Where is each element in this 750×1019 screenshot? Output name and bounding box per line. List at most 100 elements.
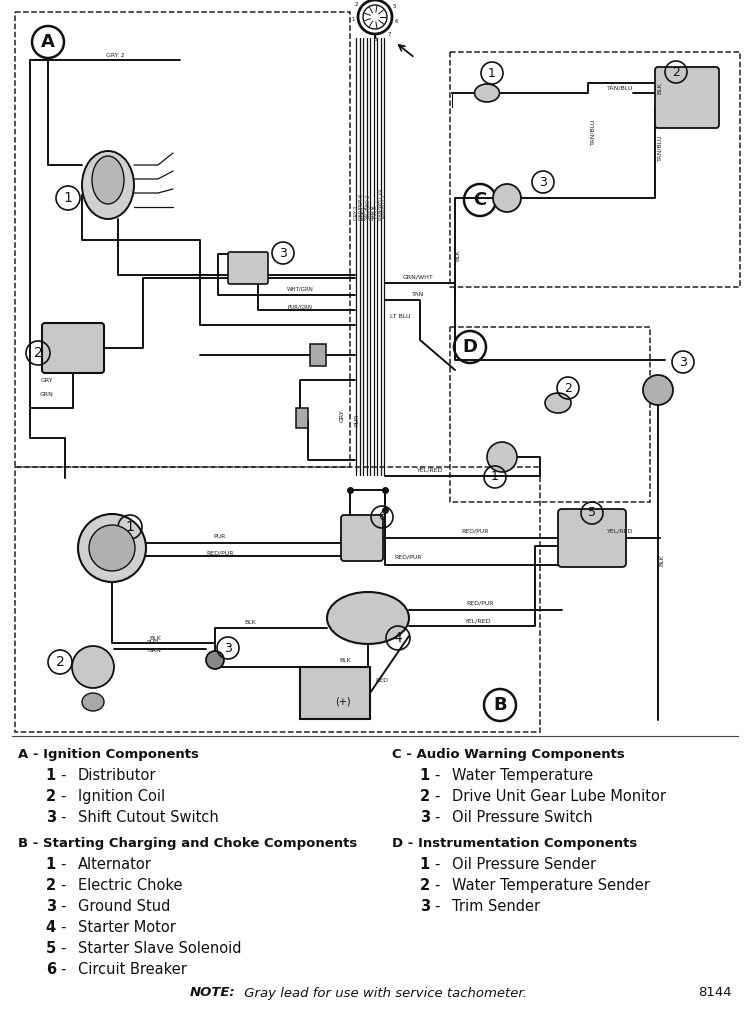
Text: Starter Motor: Starter Motor <box>78 920 176 935</box>
Text: 2: 2 <box>355 2 358 7</box>
Text: YEL/RED: YEL/RED <box>465 619 491 624</box>
Text: B - Starting Charging and Choke Components: B - Starting Charging and Choke Componen… <box>18 837 357 850</box>
Text: 1: 1 <box>488 66 496 79</box>
Text: (+): (+) <box>335 696 351 706</box>
FancyBboxPatch shape <box>655 67 719 128</box>
Text: YEL/RED: YEL/RED <box>417 468 443 473</box>
Bar <box>15 467 540 732</box>
Text: BLK: BLK <box>339 657 351 662</box>
Text: WHT/GRN: WHT/GRN <box>286 286 314 291</box>
Text: GRN: GRN <box>40 392 54 397</box>
Text: 6: 6 <box>378 511 386 524</box>
Ellipse shape <box>487 442 517 472</box>
Text: 1: 1 <box>491 471 499 483</box>
Text: RED/PUR 6: RED/PUR 6 <box>358 194 363 220</box>
Text: BLK: BLK <box>658 83 662 94</box>
Text: Circuit Breaker: Circuit Breaker <box>78 962 187 977</box>
Text: BLK 1: BLK 1 <box>362 206 367 220</box>
Text: 3: 3 <box>679 356 687 369</box>
Text: RED/PUR: RED/PUR <box>461 529 489 534</box>
Text: B: B <box>494 696 507 714</box>
Text: GRY 2: GRY 2 <box>106 53 124 57</box>
Text: A - Ignition Components: A - Ignition Components <box>18 748 199 761</box>
Text: Shift Cutout Switch: Shift Cutout Switch <box>78 810 219 825</box>
Text: BLK: BLK <box>149 636 161 641</box>
Text: Distributor: Distributor <box>78 768 157 783</box>
Text: TAN: TAN <box>412 292 424 298</box>
Text: 3: 3 <box>420 899 430 914</box>
Ellipse shape <box>72 646 114 688</box>
Text: 2: 2 <box>56 655 64 669</box>
Text: Gray lead for use with service tachometer.: Gray lead for use with service tachomete… <box>240 986 526 1000</box>
Text: 1: 1 <box>351 16 355 21</box>
Text: TAN/BLU: TAN/BLU <box>658 135 662 161</box>
Text: PUR: PUR <box>147 641 159 645</box>
Text: -: - <box>434 878 439 893</box>
Ellipse shape <box>82 693 104 711</box>
Text: -: - <box>60 962 65 977</box>
Text: YEL/RED: YEL/RED <box>607 529 633 534</box>
Text: TAN/BLU 2: TAN/BLU 2 <box>381 195 386 220</box>
Ellipse shape <box>545 393 571 413</box>
Text: 4: 4 <box>394 631 402 645</box>
Text: 1: 1 <box>420 768 430 783</box>
Ellipse shape <box>206 651 224 669</box>
Text: Starter Slave Solenoid: Starter Slave Solenoid <box>78 941 242 956</box>
Text: 1: 1 <box>420 857 430 872</box>
Text: 1: 1 <box>64 191 73 205</box>
Text: LT BLU: LT BLU <box>390 315 410 320</box>
Text: 8144: 8144 <box>698 986 732 1000</box>
Bar <box>296 408 308 428</box>
Text: -: - <box>60 810 65 825</box>
Ellipse shape <box>327 592 409 644</box>
Text: 2: 2 <box>46 878 56 893</box>
Text: GRY: GRY <box>40 377 53 382</box>
Text: 1: 1 <box>46 857 56 872</box>
Text: -: - <box>60 857 65 872</box>
Ellipse shape <box>82 151 134 219</box>
Text: 3: 3 <box>420 810 430 825</box>
Text: 1: 1 <box>125 520 134 534</box>
Text: BLU 6: BLU 6 <box>370 206 375 220</box>
Text: TAN/BLU: TAN/BLU <box>590 119 596 146</box>
Text: 2: 2 <box>672 65 680 78</box>
Text: 1: 1 <box>46 768 56 783</box>
Text: -: - <box>434 768 439 783</box>
Text: 2: 2 <box>46 789 56 804</box>
Text: GRN: GRN <box>148 647 162 652</box>
Text: RED: RED <box>376 679 388 684</box>
Bar <box>310 344 326 366</box>
Text: BLK: BLK <box>659 554 664 566</box>
Text: 4: 4 <box>46 920 56 935</box>
Text: Trim Sender: Trim Sender <box>452 899 540 914</box>
Ellipse shape <box>78 514 146 582</box>
Text: RED/PUR: RED/PUR <box>206 550 234 555</box>
Text: NOTE:: NOTE: <box>190 986 236 1000</box>
Text: -: - <box>60 899 65 914</box>
Text: 2: 2 <box>420 789 430 804</box>
FancyBboxPatch shape <box>558 510 626 567</box>
Text: A: A <box>41 33 55 51</box>
Text: 2: 2 <box>34 346 42 360</box>
FancyBboxPatch shape <box>341 515 383 561</box>
Text: D - Instrumentation Components: D - Instrumentation Components <box>392 837 638 850</box>
Text: BRN/WHT 10: BRN/WHT 10 <box>377 189 382 220</box>
Text: 6: 6 <box>394 18 398 23</box>
Text: GRY 2: GRY 2 <box>355 206 359 220</box>
Text: 3: 3 <box>46 899 56 914</box>
Text: 2: 2 <box>564 381 572 394</box>
Text: YEL/RED 2: YEL/RED 2 <box>366 195 371 220</box>
Text: Oil Pressure Sender: Oil Pressure Sender <box>452 857 596 872</box>
Text: PUR: PUR <box>355 414 359 426</box>
Text: -: - <box>434 789 439 804</box>
Text: BLK: BLK <box>455 249 460 261</box>
Text: Water Temperature Sender: Water Temperature Sender <box>452 878 650 893</box>
Text: 5: 5 <box>588 506 596 520</box>
Text: 5: 5 <box>46 941 56 956</box>
Text: RED/PUR: RED/PUR <box>394 554 422 559</box>
Text: 7: 7 <box>387 32 391 37</box>
Bar <box>450 52 740 287</box>
Ellipse shape <box>89 525 135 571</box>
Text: GRN/WHT: GRN/WHT <box>403 274 433 279</box>
Ellipse shape <box>475 84 500 102</box>
